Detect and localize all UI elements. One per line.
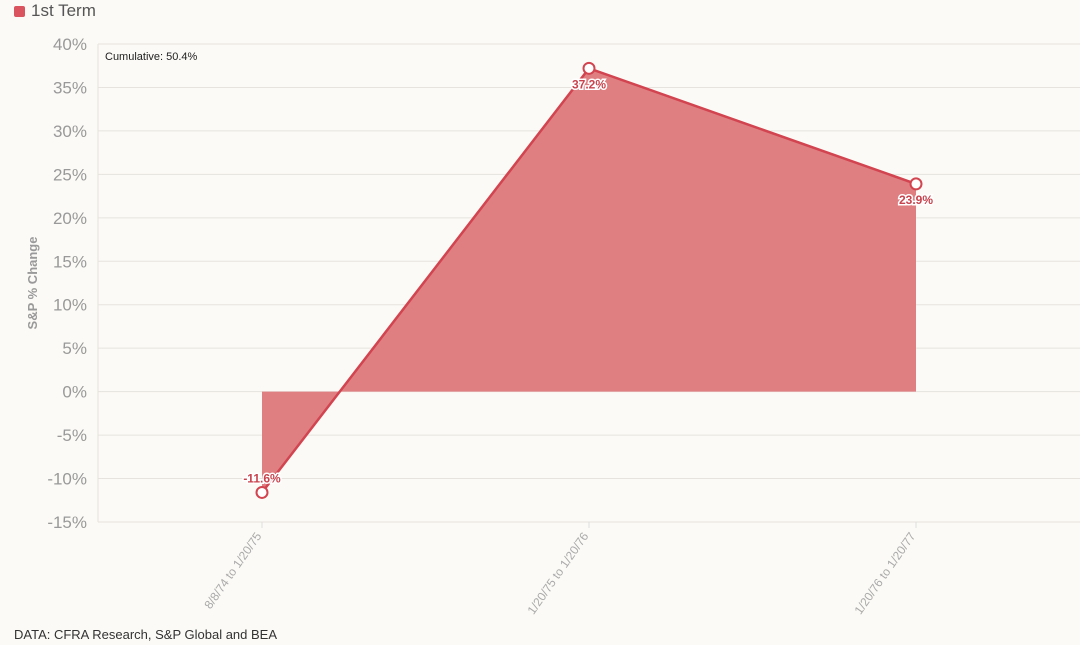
x-tick-label: 1/20/75 to 1/20/76 <box>524 529 591 617</box>
legend: 1st Term <box>14 0 96 22</box>
y-tick-label: 5% <box>62 339 87 358</box>
y-axis-label: S&P % Change <box>25 237 40 330</box>
y-tick-label: 0% <box>62 383 87 402</box>
y-tick-label: 10% <box>53 296 87 315</box>
y-tick-label: 35% <box>53 78 87 97</box>
y-tick-label: 25% <box>53 165 87 184</box>
data-label: 23.9% <box>899 193 933 207</box>
series-area <box>262 68 916 493</box>
cumulative-annotation: Cumulative: 50.4% <box>105 51 198 63</box>
y-tick-label: -5% <box>57 426 87 445</box>
y-tick-label: 20% <box>53 209 87 228</box>
y-tick-label: -10% <box>47 470 87 489</box>
x-tick-label: 8/8/74 to 1/20/75 <box>201 529 264 611</box>
data-point <box>909 177 923 191</box>
legend-label: 1st Term <box>31 1 96 20</box>
data-label: -11.6% <box>243 471 281 485</box>
y-tick-label: 30% <box>53 122 87 141</box>
data-point <box>255 485 269 499</box>
area-chart: 40% 35% 30% 25% 20% 15% 10% 5% 0% -5% -10% -15% S&P … <box>25 35 1080 617</box>
y-tick-label: 15% <box>53 252 87 271</box>
data-label: 37.2% <box>572 77 606 91</box>
data-point <box>582 61 596 75</box>
legend-swatch <box>14 5 25 17</box>
x-tick-label: 1/20/76 to 1/20/77 <box>851 529 918 617</box>
y-tick-label: 40% <box>53 35 87 54</box>
y-tick-label: -15% <box>47 513 87 532</box>
data-source-note: DATA: CFRA Research, S&P Global and BEA <box>14 627 278 642</box>
